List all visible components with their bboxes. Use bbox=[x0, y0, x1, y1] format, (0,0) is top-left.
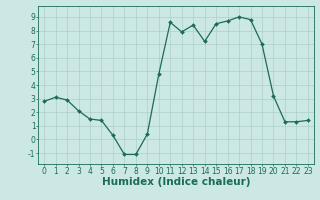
X-axis label: Humidex (Indice chaleur): Humidex (Indice chaleur) bbox=[102, 177, 250, 187]
